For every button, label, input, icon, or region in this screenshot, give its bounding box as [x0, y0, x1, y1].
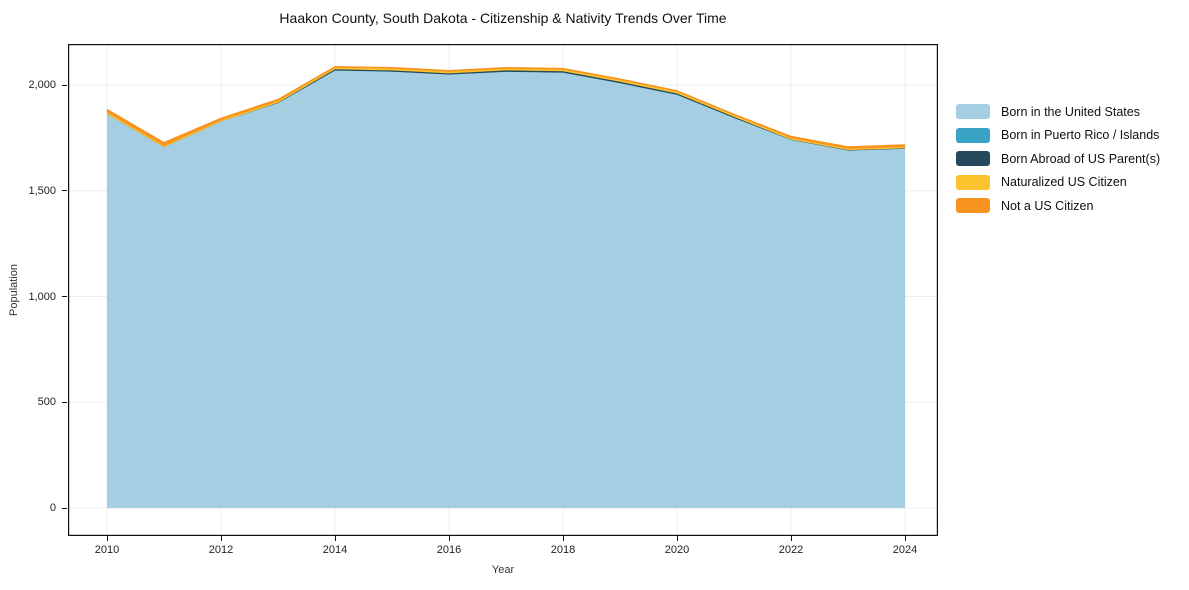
- legend-swatch: [956, 104, 990, 119]
- legend-item: Not a US Citizen: [956, 198, 1160, 214]
- y-tick-mark: [62, 84, 67, 86]
- legend-label: Born in the United States: [1001, 104, 1140, 119]
- x-tick-label: 2022: [778, 544, 804, 556]
- legend-item: Naturalized US Citizen: [956, 174, 1160, 190]
- x-tick-label: 2010: [94, 544, 120, 556]
- legend-item: Born Abroad of US Parent(s): [956, 151, 1161, 167]
- legend: Born in the United States Born in Puerto …: [956, 104, 1161, 214]
- x-tick-mark: [220, 536, 222, 541]
- legend-swatch: [956, 127, 990, 143]
- y-tick-label: 500: [37, 396, 56, 409]
- y-tick-label: 1,000: [28, 290, 56, 303]
- y-tick-mark: [62, 190, 67, 192]
- legend-item: Born in the United States: [956, 104, 1160, 119]
- x-tick-mark: [334, 536, 336, 541]
- x-axis-label: Year: [491, 564, 515, 576]
- y-tick-label: 1,500: [28, 184, 56, 197]
- legend-label: Born in Puerto Rico / Islands: [1001, 128, 1160, 143]
- legend-swatch: [956, 151, 990, 167]
- legend-label: Naturalized US Citizen: [1001, 175, 1127, 190]
- x-tick-mark: [562, 536, 564, 541]
- x-tick-label: 2012: [208, 544, 234, 556]
- y-tick-mark: [62, 296, 67, 297]
- x-tick-label: 2024: [892, 544, 918, 556]
- stacked-area-chart: [68, 44, 938, 536]
- x-tick-mark: [106, 536, 108, 541]
- x-tick-mark: [904, 536, 906, 541]
- legend-swatch: [956, 198, 990, 214]
- x-tick-mark: [790, 536, 792, 541]
- legend-swatch: [956, 174, 990, 190]
- y-tick-label: 2,000: [28, 79, 56, 91]
- legend-item: Born in Puerto Rico / Islands: [956, 127, 1160, 143]
- plot-area: [68, 44, 938, 536]
- x-tick-label: 2016: [436, 544, 462, 556]
- x-tick-label: 2020: [664, 544, 690, 556]
- y-tick-mark: [62, 401, 67, 403]
- x-tick-label: 2018: [550, 544, 576, 556]
- legend-label: Born Abroad of US Parent(s): [1001, 151, 1161, 166]
- y-tick-mark: [62, 507, 67, 509]
- y-tick-label: 0: [49, 502, 56, 514]
- x-tick-mark: [448, 536, 450, 541]
- x-tick-mark: [676, 536, 678, 541]
- chart-title: Haakon County, South Dakota - Citizenshi…: [279, 10, 727, 26]
- x-tick-label: 2014: [322, 544, 348, 556]
- legend-label: Not a US Citizen: [1001, 198, 1094, 213]
- y-axis-label: Population: [8, 264, 20, 316]
